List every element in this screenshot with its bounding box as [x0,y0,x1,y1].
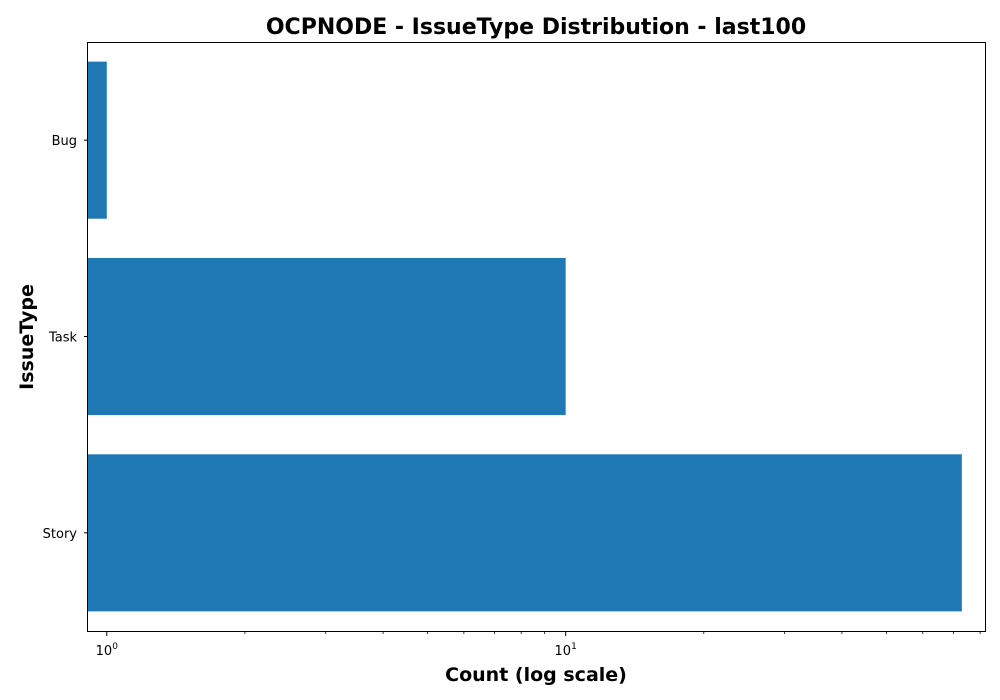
bar-task [88,257,566,416]
y-tick-label-task: Task [48,331,78,346]
x-tick-label: 101 [555,642,577,659]
y-tick-label-bug: Bug [52,134,77,149]
x-tick-label: 100 [96,642,119,659]
bars [88,61,962,612]
x-axis-label: Count (log scale) [445,664,627,686]
y-ticks: Bug Task Story [43,134,88,542]
chart-title: OCPNODE - IssueType Distribution - last1… [266,15,806,40]
y-tick-label-story: Story [43,527,78,542]
plot-frame [87,42,986,632]
x-ticks: 100 101 [96,631,577,659]
y-axis-label: IssueType [16,284,38,390]
bar-bug [88,61,107,219]
bar-story [88,454,962,612]
